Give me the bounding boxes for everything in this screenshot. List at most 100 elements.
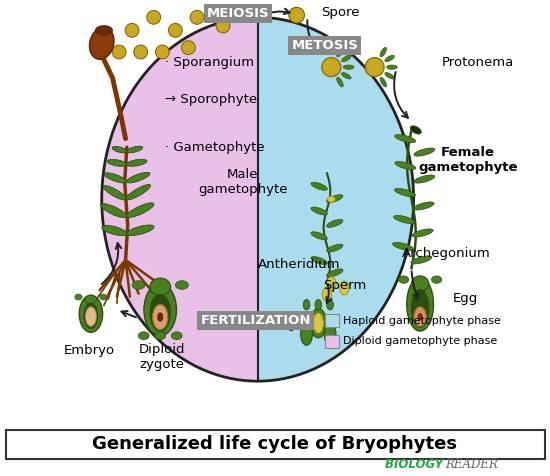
Ellipse shape — [313, 313, 323, 333]
Ellipse shape — [393, 242, 414, 250]
Ellipse shape — [412, 229, 433, 237]
Text: Spore: Spore — [321, 6, 359, 19]
Text: Embryo: Embryo — [64, 344, 115, 357]
Ellipse shape — [407, 278, 433, 331]
FancyBboxPatch shape — [325, 335, 339, 348]
Ellipse shape — [139, 332, 149, 339]
Circle shape — [112, 45, 126, 59]
Ellipse shape — [85, 295, 97, 304]
Text: METOSIS: METOSIS — [292, 39, 358, 52]
Ellipse shape — [127, 225, 154, 236]
Ellipse shape — [343, 65, 354, 69]
Ellipse shape — [327, 196, 335, 202]
Ellipse shape — [157, 312, 163, 322]
Ellipse shape — [327, 219, 343, 228]
Ellipse shape — [95, 26, 113, 35]
Ellipse shape — [79, 295, 103, 332]
Ellipse shape — [410, 126, 421, 134]
Ellipse shape — [327, 195, 343, 203]
Text: Diploid gametophyte phase: Diploid gametophyte phase — [343, 337, 497, 347]
Ellipse shape — [324, 323, 336, 345]
Text: Haploid gametophyte phase: Haploid gametophyte phase — [343, 316, 501, 326]
Ellipse shape — [150, 278, 170, 296]
Ellipse shape — [102, 226, 127, 236]
Circle shape — [216, 19, 230, 33]
Ellipse shape — [399, 276, 409, 283]
Ellipse shape — [327, 269, 343, 277]
Text: Egg: Egg — [453, 292, 478, 306]
Ellipse shape — [126, 159, 147, 166]
Text: Archegonium: Archegonium — [402, 247, 491, 260]
Text: Generalized life cycle of Bryophytes: Generalized life cycle of Bryophytes — [92, 435, 458, 453]
Ellipse shape — [107, 159, 126, 166]
Text: FERTILIZATION: FERTILIZATION — [200, 314, 311, 327]
Ellipse shape — [387, 65, 397, 69]
Ellipse shape — [337, 77, 343, 87]
Ellipse shape — [411, 289, 430, 328]
Text: · Gametophyte: · Gametophyte — [164, 141, 264, 154]
Ellipse shape — [315, 299, 322, 310]
PathPatch shape — [102, 17, 257, 381]
Text: · Sporangium: · Sporangium — [164, 56, 254, 69]
Text: MEIOSIS: MEIOSIS — [207, 7, 270, 20]
Ellipse shape — [385, 72, 394, 79]
Text: READER: READER — [446, 458, 498, 471]
Ellipse shape — [303, 299, 310, 310]
Ellipse shape — [75, 294, 82, 300]
Ellipse shape — [385, 55, 394, 62]
Ellipse shape — [132, 281, 145, 289]
Ellipse shape — [411, 276, 429, 291]
Text: Male
gametophyte: Male gametophyte — [198, 168, 287, 196]
Ellipse shape — [339, 281, 349, 295]
Circle shape — [134, 45, 147, 59]
Circle shape — [182, 41, 195, 55]
Ellipse shape — [311, 207, 327, 215]
Circle shape — [289, 7, 305, 23]
Ellipse shape — [394, 188, 415, 197]
Ellipse shape — [153, 305, 168, 330]
Ellipse shape — [431, 276, 442, 283]
Ellipse shape — [322, 288, 332, 301]
Ellipse shape — [327, 244, 343, 252]
Ellipse shape — [337, 47, 343, 57]
Text: Female
gametophyte: Female gametophyte — [418, 146, 518, 174]
Text: Protonema: Protonema — [442, 56, 514, 69]
Ellipse shape — [414, 148, 435, 156]
Ellipse shape — [104, 173, 126, 183]
Ellipse shape — [301, 323, 312, 345]
Ellipse shape — [127, 146, 143, 153]
FancyBboxPatch shape — [6, 429, 544, 458]
Circle shape — [168, 23, 182, 37]
Ellipse shape — [413, 202, 434, 210]
Ellipse shape — [90, 27, 114, 60]
Ellipse shape — [414, 175, 435, 183]
Ellipse shape — [311, 257, 327, 265]
Ellipse shape — [175, 281, 188, 289]
Ellipse shape — [327, 299, 333, 310]
Ellipse shape — [126, 185, 151, 200]
FancyBboxPatch shape — [325, 314, 339, 327]
Ellipse shape — [310, 308, 327, 338]
Circle shape — [147, 10, 161, 24]
Ellipse shape — [380, 77, 387, 87]
Ellipse shape — [411, 256, 432, 264]
PathPatch shape — [257, 17, 414, 381]
Ellipse shape — [100, 294, 107, 300]
Ellipse shape — [85, 307, 96, 327]
Ellipse shape — [126, 203, 154, 218]
Ellipse shape — [417, 313, 422, 320]
Ellipse shape — [84, 303, 98, 329]
Ellipse shape — [394, 216, 415, 224]
Ellipse shape — [311, 182, 327, 190]
Text: → Sporophyte: → Sporophyte — [164, 93, 257, 106]
Ellipse shape — [395, 135, 416, 143]
Circle shape — [322, 58, 341, 77]
Ellipse shape — [414, 307, 426, 327]
Circle shape — [190, 10, 204, 24]
Ellipse shape — [144, 284, 177, 336]
Ellipse shape — [103, 186, 126, 200]
Ellipse shape — [101, 204, 126, 218]
Ellipse shape — [395, 161, 416, 169]
Circle shape — [365, 58, 384, 77]
Ellipse shape — [342, 55, 351, 62]
